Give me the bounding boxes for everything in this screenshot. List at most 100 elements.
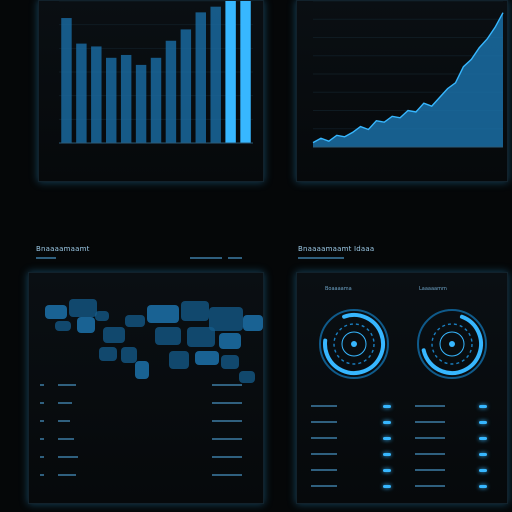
map-list-row — [40, 398, 260, 408]
row-value — [212, 438, 242, 440]
right-row-indicator-2 — [479, 421, 487, 424]
bar — [120, 54, 132, 143]
bar — [150, 57, 162, 143]
map-region — [219, 333, 241, 349]
gauge-1-label: Boaaaama — [325, 286, 352, 292]
right-row-text-2 — [415, 405, 445, 407]
map-region — [121, 347, 137, 363]
bar — [76, 43, 87, 143]
bar — [180, 29, 192, 143]
right-row-indicator-2 — [479, 453, 487, 456]
map-list-row — [40, 452, 260, 462]
map-region — [99, 347, 117, 361]
right-row-text-2 — [415, 453, 445, 455]
map-region — [221, 355, 239, 369]
right-row-indicator — [383, 469, 391, 472]
map-region — [155, 327, 181, 345]
right-row-indicator — [383, 405, 391, 408]
right-row-text-2 — [415, 421, 445, 423]
bar-chart-panel — [38, 0, 264, 182]
world-map-panel — [28, 272, 264, 504]
row-text — [58, 384, 76, 386]
bar-chart — [59, 1, 253, 144]
bar — [135, 64, 147, 143]
right-row-indicator — [383, 421, 391, 424]
map-region — [69, 299, 97, 317]
map-list — [40, 380, 260, 500]
right-row-indicator — [383, 437, 391, 440]
right-row-text — [311, 437, 337, 439]
row-value — [212, 384, 242, 386]
map-region — [45, 305, 67, 319]
right-panel: Boaaaama Laaaaamm — [296, 272, 508, 504]
bar — [165, 40, 177, 144]
map-list-row — [40, 416, 260, 426]
right-row-text — [311, 421, 337, 423]
map-subheader-dash-2 — [190, 257, 222, 259]
right-list-row — [297, 417, 507, 427]
map-list-row — [40, 380, 260, 390]
row-bullet — [40, 456, 44, 458]
row-text — [58, 402, 72, 404]
row-text — [58, 474, 76, 476]
right-row-indicator-2 — [479, 485, 487, 488]
right-list-row — [297, 449, 507, 459]
area-chart — [312, 1, 504, 148]
bar — [91, 46, 102, 143]
map-region — [187, 327, 215, 347]
right-row-text — [311, 469, 337, 471]
row-text — [58, 438, 74, 440]
map-list-row — [40, 434, 260, 444]
map-region — [135, 361, 149, 379]
right-row-text — [311, 405, 337, 407]
row-bullet — [40, 438, 44, 440]
map-region — [181, 301, 209, 321]
right-row-text-2 — [415, 437, 445, 439]
right-section-title: Bnaaaamaamt Idaaa — [298, 245, 375, 253]
right-row-text — [311, 485, 337, 487]
row-bullet — [40, 384, 44, 386]
bar — [240, 1, 251, 143]
gauge-2 — [417, 309, 487, 379]
bar — [225, 1, 236, 143]
row-text — [58, 456, 78, 458]
map-subheader-dash — [36, 257, 56, 259]
bar — [210, 6, 221, 144]
right-row-indicator-2 — [479, 405, 487, 408]
map-region — [239, 371, 255, 383]
row-value — [212, 402, 242, 404]
row-bullet — [40, 474, 44, 476]
right-list-row — [297, 465, 507, 475]
map-region — [147, 305, 179, 323]
gauge-1 — [319, 309, 389, 379]
map-region — [195, 351, 219, 365]
right-row-indicator-2 — [479, 437, 487, 440]
right-row-indicator — [383, 453, 391, 456]
right-row-indicator — [383, 485, 391, 488]
row-value — [212, 420, 242, 422]
world-map — [45, 299, 263, 383]
bar — [106, 57, 117, 143]
map-subheader-dash-3 — [228, 257, 242, 259]
area-line — [312, 12, 504, 144]
map-region — [209, 307, 243, 331]
row-value — [212, 456, 242, 458]
row-bullet — [40, 420, 44, 422]
right-row-indicator-2 — [479, 469, 487, 472]
map-region — [77, 317, 95, 333]
map-region — [55, 321, 71, 331]
right-list-row — [297, 401, 507, 411]
right-list — [297, 401, 507, 501]
right-subheader-dash — [298, 257, 344, 259]
map-region — [169, 351, 189, 369]
right-list-row — [297, 433, 507, 443]
right-row-text-2 — [415, 485, 445, 487]
bar — [195, 12, 206, 143]
row-value — [212, 474, 242, 476]
row-bullet — [40, 402, 44, 404]
map-list-row — [40, 470, 260, 480]
right-row-text-2 — [415, 469, 445, 471]
right-row-text — [311, 453, 337, 455]
area-chart-panel — [296, 0, 508, 182]
map-section-title: Bnaaaamaamt — [36, 245, 90, 253]
